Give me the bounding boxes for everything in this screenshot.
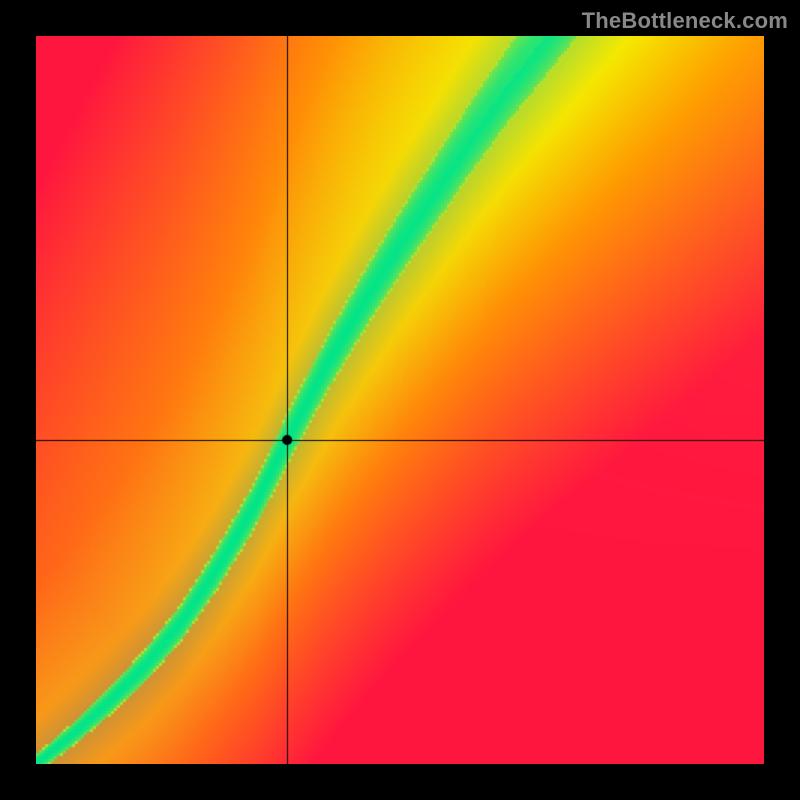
watermark-text: TheBottleneck.com: [582, 8, 788, 34]
heatmap-plot: [36, 36, 764, 764]
heatmap-canvas: [36, 36, 764, 764]
chart-container: TheBottleneck.com: [0, 0, 800, 800]
